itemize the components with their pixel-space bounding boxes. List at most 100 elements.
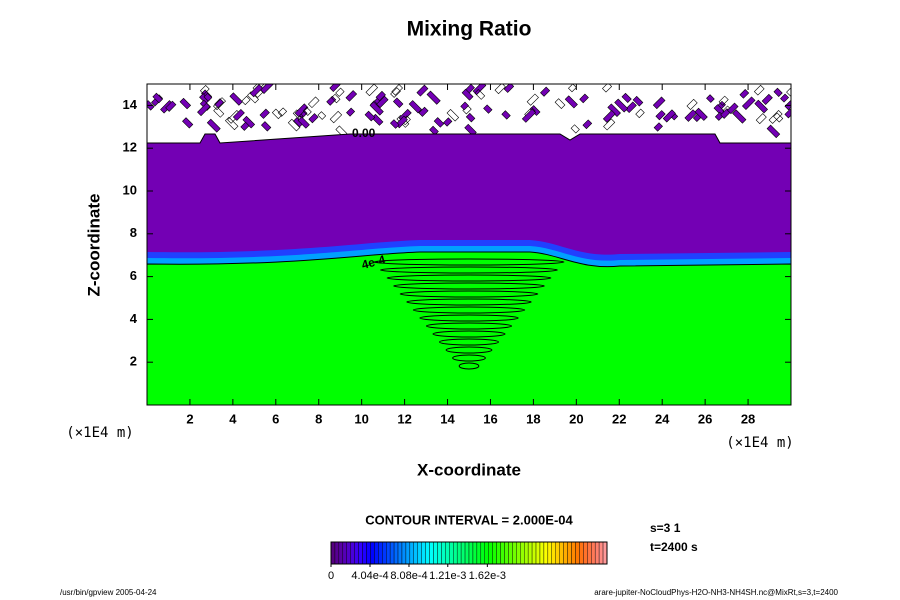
speck	[603, 118, 616, 131]
colorbar-cell	[591, 541, 596, 565]
x-tick-label: 10	[354, 411, 368, 426]
speck	[392, 97, 404, 108]
x-tick-label: 28	[741, 411, 755, 426]
speck	[726, 102, 739, 115]
colorbar-cell	[338, 541, 344, 565]
y-tick-label: 8	[130, 225, 137, 240]
speck	[224, 116, 239, 131]
contour-line	[445, 346, 493, 354]
colorbar-cell	[460, 541, 466, 565]
colorbar-cell	[449, 541, 454, 565]
colorbar-cell	[445, 541, 450, 565]
colorbar: 0 4.04e-4 8.08e-4 1.21e-3 1.62e-3	[328, 541, 608, 582]
contour-line	[425, 322, 513, 330]
colorbar-cell	[334, 541, 340, 565]
speck	[554, 98, 566, 109]
speck	[579, 93, 589, 104]
speck	[229, 92, 243, 106]
x-unit: (×1E4 m)	[726, 435, 793, 451]
colorbar-cell	[413, 541, 418, 565]
contour-line	[386, 274, 552, 282]
info: s=3 1	[650, 521, 681, 535]
colorbar-cell	[547, 541, 552, 565]
speck	[461, 88, 474, 101]
speck	[465, 112, 476, 123]
x-tick-label: 26	[698, 411, 712, 426]
colorbar-cell	[594, 541, 600, 565]
colorbar-cell	[500, 541, 505, 565]
speck	[755, 113, 767, 125]
speck	[277, 107, 288, 117]
speck	[213, 97, 226, 111]
speck	[329, 110, 343, 124]
speck	[206, 118, 221, 133]
speck	[786, 88, 791, 97]
speck	[602, 84, 613, 93]
contour-line	[373, 258, 565, 266]
y-unit: (×1E4 m)	[66, 425, 133, 441]
field	[147, 84, 791, 405]
contour-line	[432, 330, 506, 338]
speck	[653, 122, 663, 132]
colorbar-cell	[480, 541, 485, 565]
x-tick-label: 6	[272, 411, 279, 426]
speck	[391, 84, 403, 96]
speck	[346, 107, 356, 117]
colorbar-cell	[520, 541, 525, 565]
speck	[761, 93, 773, 105]
speck	[214, 98, 224, 109]
speck	[429, 125, 439, 136]
colorbar-cell	[587, 541, 592, 565]
speck	[741, 96, 756, 110]
colorbar-cell	[575, 541, 580, 565]
colorbar-cell	[429, 541, 434, 565]
speck	[443, 117, 453, 127]
speck	[203, 92, 213, 102]
speck	[768, 110, 783, 124]
chart-title: Mixing Ratio	[407, 18, 532, 41]
speck	[307, 96, 320, 109]
speck	[773, 87, 783, 97]
colorbar-tick-label: 4.04e-4	[351, 570, 388, 582]
colorbar-cell	[484, 541, 489, 565]
x-tick-label: 2	[186, 411, 193, 426]
speck	[179, 97, 192, 110]
x-tick-label: 24	[655, 411, 670, 426]
speck	[564, 95, 578, 109]
speck	[260, 121, 272, 132]
speck	[662, 109, 676, 123]
colorbar-cell	[567, 541, 572, 565]
speck	[376, 95, 389, 109]
contour-line	[412, 306, 526, 314]
speck	[784, 96, 791, 111]
colorbar-cell	[393, 541, 399, 565]
y-tick-label: 14	[123, 97, 138, 112]
speck	[390, 87, 401, 98]
colorbar-cell	[583, 541, 588, 565]
speck	[294, 103, 309, 118]
colorbar-cell	[425, 541, 430, 565]
colorbar-cell	[370, 541, 375, 565]
colorbar-cell	[378, 541, 383, 565]
colorbar-cell	[512, 541, 517, 565]
colorbar-cell	[346, 541, 351, 565]
speck	[426, 90, 441, 105]
speck	[614, 98, 629, 113]
speck	[773, 112, 784, 123]
colorbar-cell	[579, 541, 584, 565]
y-tick-label: 10	[123, 182, 137, 197]
colorbar-cell	[374, 541, 379, 565]
contour-line	[458, 362, 480, 370]
contour-line	[439, 338, 499, 346]
colorbar-cell	[437, 541, 442, 565]
speck	[635, 108, 645, 119]
speck	[621, 92, 632, 104]
contours	[373, 258, 565, 370]
speck	[365, 84, 379, 97]
speck	[540, 86, 551, 97]
colorbar-tick-label: 1.21e-3	[429, 570, 466, 582]
speck	[249, 84, 263, 98]
colorbar-cell	[330, 541, 336, 565]
speck	[483, 104, 493, 114]
speck	[259, 108, 270, 119]
